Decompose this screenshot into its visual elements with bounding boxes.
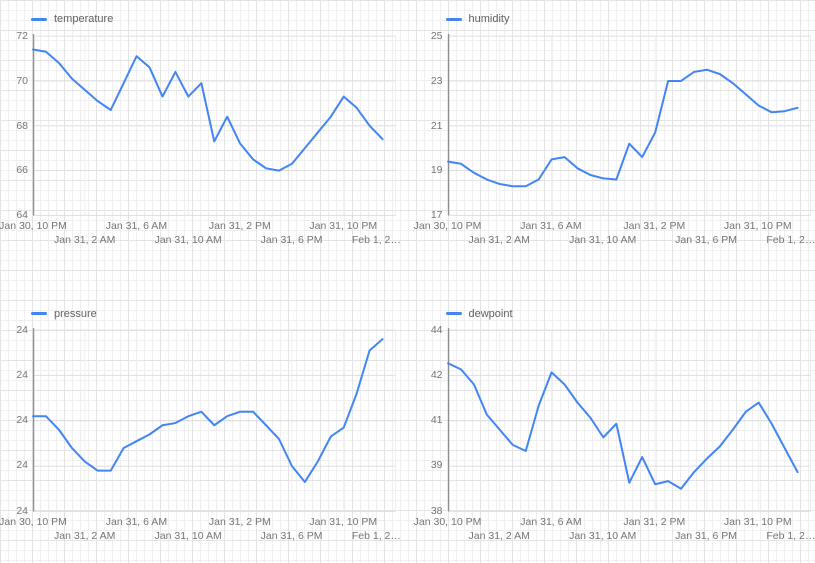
x-tick-label: Feb 1, 2… xyxy=(351,234,401,246)
dewpoint-plot-area[interactable] xyxy=(408,282,815,563)
x-tick-label: Jan 31, 6 PM xyxy=(675,529,737,542)
y-tick-label: 68 xyxy=(16,119,28,132)
x-tick-label: Jan 31, 10 AM xyxy=(154,234,222,246)
y-tick-label: 44 xyxy=(430,323,443,336)
y-tick-label: 42 xyxy=(430,368,443,381)
x-tick-label: Jan 31, 2 AM xyxy=(468,529,530,542)
x-tick-label: Jan 31, 10 PM xyxy=(723,220,792,232)
y-tick-label: 24 xyxy=(16,368,28,381)
x-tick-label: Jan 31, 10 PM xyxy=(309,220,378,232)
humidity-plot-area[interactable] xyxy=(408,0,815,282)
x-tick-label: Jan 31, 2 AM xyxy=(468,234,530,246)
x-tick-label: Jan 31, 10 AM xyxy=(154,529,222,542)
y-tick-label: 64 xyxy=(16,209,28,221)
legend-dewpoint: dewpoint xyxy=(445,307,513,320)
chart-humidity: humidity 25 23 21 19 17 Jan 30, 10 PM Jan 31, … xyxy=(408,0,815,282)
y-tick-label: 39 xyxy=(430,459,443,472)
x-tick-label: Jan 31, 10 PM xyxy=(723,515,792,528)
legend-label: humidity xyxy=(468,13,510,25)
x-tick-label: Jan 31, 6 AM xyxy=(105,515,168,528)
y-tick-label: 70 xyxy=(16,74,28,87)
x-tick-label: Jan 30, 10 PM xyxy=(413,515,482,528)
chart-temperature: temperature 72 70 68 66 64 Jan 30, 10 PM Jan 3… xyxy=(0,0,408,282)
x-tick-label: Jan 31, 6 PM xyxy=(675,234,737,246)
y-tick-label: 19 xyxy=(430,164,443,177)
temperature-plot-area[interactable] xyxy=(0,0,408,282)
legend-line-swatch xyxy=(445,17,462,21)
x-tick-label: Jan 31, 6 PM xyxy=(260,529,323,542)
x-tick-label: Jan 31, 2 PM xyxy=(208,515,271,528)
legend-pressure: pressure xyxy=(31,308,97,320)
x-tick-label: Jan 31, 2 AM xyxy=(54,234,116,246)
x-tick-label: Feb 1, 2… xyxy=(351,529,401,542)
x-tick-label: Jan 31, 10 AM xyxy=(569,234,637,246)
chart-pressure: pressure 24 24 24 24 24 Jan 30, 10 PM Jan 31, … xyxy=(0,282,408,563)
y-tick-label: 24 xyxy=(16,459,28,472)
pressure-plot-area[interactable] xyxy=(0,282,408,563)
y-tick-label: 23 xyxy=(430,74,443,87)
x-tick-label: Jan 31, 10 PM xyxy=(309,515,378,528)
chart-dewpoint: dewpoint 44 42 41 39 38 Jan 30, 10 PM Jan 31, … xyxy=(408,282,815,563)
x-tick-label: Jan 31, 6 PM xyxy=(260,234,323,246)
humidity-line[interactable] xyxy=(446,68,799,188)
x-tick-label: Jan 31, 6 AM xyxy=(105,220,168,232)
y-tick-label: 24 xyxy=(16,323,28,336)
x-tick-label: Feb 1, 2… xyxy=(766,529,815,542)
pressure-line[interactable] xyxy=(32,337,384,483)
x-tick-label: Feb 1, 2… xyxy=(766,234,815,246)
dewpoint-line[interactable] xyxy=(446,361,799,490)
x-tick-label: Jan 31, 10 AM xyxy=(569,529,637,542)
x-tick-label: Jan 31, 2 AM xyxy=(54,529,116,542)
legend-line-swatch xyxy=(31,17,47,21)
x-tick-label: Jan 30, 10 PM xyxy=(0,220,67,232)
legend-humidity: humidity xyxy=(445,13,510,25)
y-tick-label: 38 xyxy=(430,504,443,517)
y-tick-label: 21 xyxy=(430,119,443,132)
x-tick-label: Jan 30, 10 PM xyxy=(0,515,67,528)
temperature-line[interactable] xyxy=(32,48,384,172)
legend-label: temperature xyxy=(54,13,114,25)
legend-label: dewpoint xyxy=(468,307,513,320)
x-tick-label: Jan 31, 2 PM xyxy=(623,515,686,528)
legend-line-swatch xyxy=(445,312,462,315)
y-tick-label: 66 xyxy=(16,164,28,177)
y-tick-label: 41 xyxy=(430,414,443,426)
y-tick-label: 72 xyxy=(16,30,28,42)
y-tick-label: 17 xyxy=(430,209,443,221)
x-tick-label: Jan 30, 10 PM xyxy=(413,220,482,232)
legend-label: pressure xyxy=(54,307,97,320)
x-tick-label: Jan 31, 2 PM xyxy=(623,220,686,232)
x-tick-label: Jan 31, 2 PM xyxy=(208,220,271,232)
legend-line-swatch xyxy=(31,312,47,315)
y-tick-label: 25 xyxy=(430,30,443,42)
legend-temperature: temperature xyxy=(31,13,113,25)
y-tick-label: 24 xyxy=(16,414,28,426)
x-tick-label: Jan 31, 6 AM xyxy=(520,220,582,232)
y-tick-label: 24 xyxy=(16,504,28,517)
x-tick-label: Jan 31, 6 AM xyxy=(520,515,582,528)
